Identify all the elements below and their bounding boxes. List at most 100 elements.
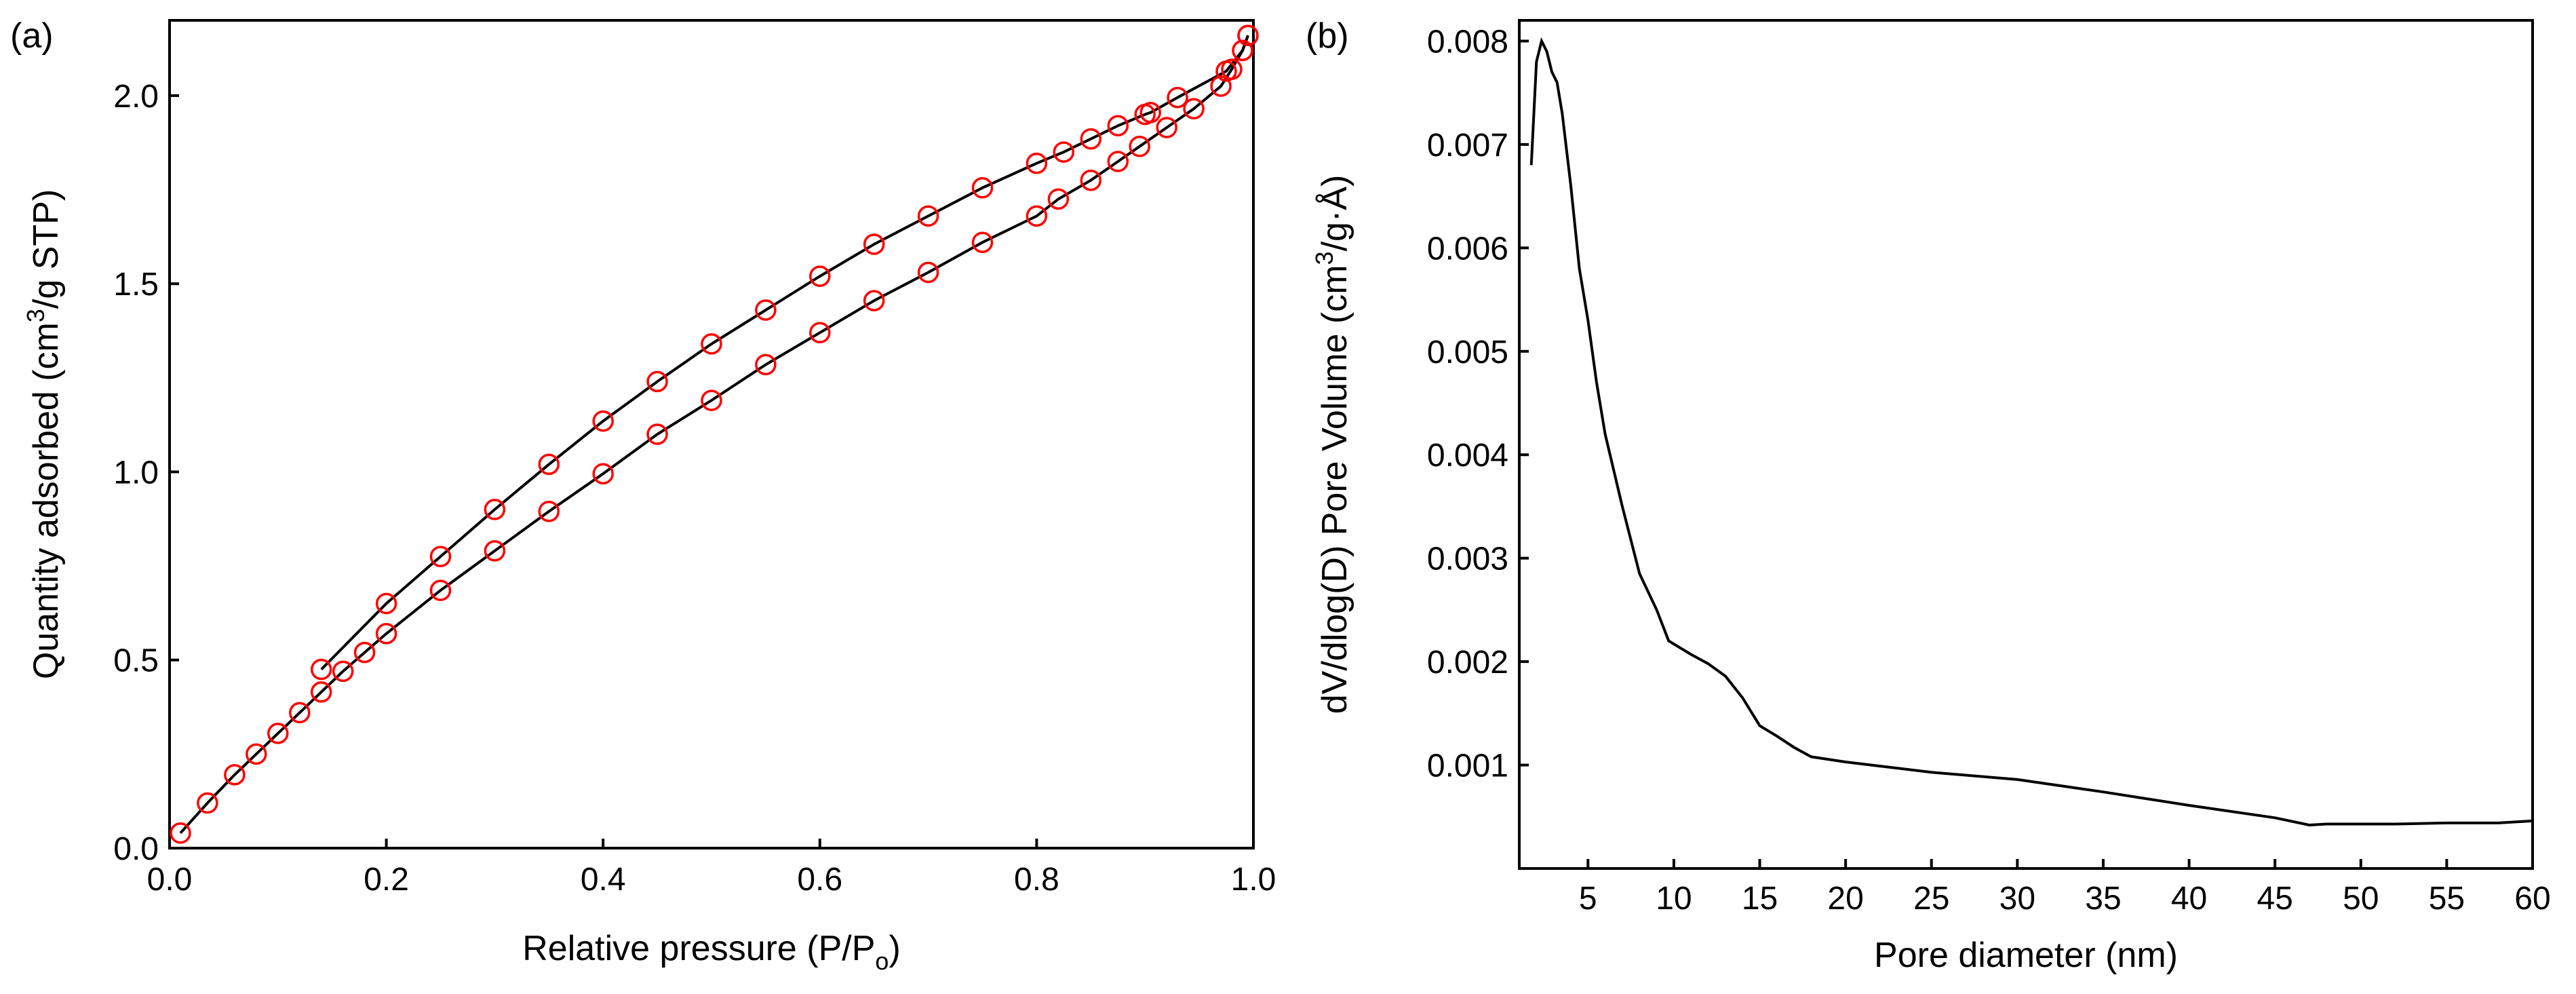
panel-a-adsorption-point — [701, 389, 722, 411]
panel-a-adsorption-point — [863, 290, 885, 311]
panel-a-adsorption-point — [267, 723, 289, 744]
panel-a-adsorption-point — [1156, 117, 1177, 138]
panel-b-x-tick-label: 45 — [2257, 881, 2292, 917]
panel-b-x-tick-label: 35 — [2085, 881, 2121, 917]
panel-a-desorption-point — [538, 453, 560, 476]
panel-a-desorption-point — [917, 205, 939, 227]
panel-a-y-axis-title: Quantity adsorbed (cm3/g STP) — [22, 189, 66, 679]
panel-b-y-tick-label: 0.003 — [1427, 541, 1508, 577]
panel-a-adsorption-point — [1107, 151, 1129, 172]
panel-b-y-axis-title: dV/dlog(D) Pore Volume (cm3/g·Å) — [1310, 175, 1354, 714]
panel-a-desorption-point — [592, 410, 614, 432]
panel-a-desorption-point — [484, 499, 506, 520]
panel-b-x-tick-label: 60 — [2514, 881, 2550, 917]
panel-a-x-tick-label: 0.4 — [581, 862, 626, 898]
panel-b-x-tick-label: 25 — [1913, 881, 1949, 917]
panel-b-y-axis-title-end: /g·Å) — [1315, 175, 1354, 252]
panel-a-x-tick-label: 0.8 — [1014, 862, 1059, 898]
panel-a-y-axis-title-sup: 3 — [22, 309, 50, 322]
panel-a-desorption-point — [1237, 24, 1259, 46]
panel-b-x-tick-label: 5 — [1579, 881, 1597, 917]
panel-b-x-tick-label: 50 — [2343, 881, 2379, 917]
panel-a-desorption-point — [1026, 152, 1048, 174]
panel-a-adsorption-point — [1129, 136, 1150, 157]
panel-a-adsorption-point — [1026, 205, 1048, 227]
panel-a-y-tick-label: 1.0 — [113, 455, 159, 491]
panel-b-y-axis-title-main: dV/dlog(D) Pore Volume (cm — [1315, 265, 1354, 714]
panel-b-y-tick-label: 0.002 — [1427, 645, 1508, 681]
panel-a-adsorption-point — [809, 322, 831, 344]
panel-a-adsorption-point — [1047, 188, 1070, 210]
panel-a-desorption-point — [701, 333, 722, 355]
panel-a-adsorption-point — [1183, 98, 1205, 120]
panel-a-adsorption-point — [755, 353, 777, 376]
panel-a-desorption-point — [1215, 60, 1237, 82]
panel-b-y-tick-label: 0.007 — [1427, 128, 1508, 164]
panel-a-adsorption-point — [592, 463, 614, 484]
panel-a-adsorption-point — [246, 743, 267, 765]
panel-a-desorption-point — [971, 177, 994, 199]
panel-a-adsorption-point — [917, 261, 939, 284]
panel-a-x-tick-label: 0.0 — [147, 862, 193, 898]
panel-a-desorption-point — [375, 592, 397, 615]
panel-b-x-tick-label: 20 — [1827, 881, 1863, 917]
panel-a-adsorption-point — [353, 641, 376, 664]
panel-b-x-tick-label: 10 — [1656, 881, 1692, 917]
panel-a-plot-frame — [168, 19, 1255, 849]
panel-a-adsorption-point — [310, 681, 332, 703]
panel-b-pore-distribution-line — [1529, 37, 2533, 827]
panel-a-adsorption-point — [429, 579, 452, 601]
panel-b-y-tick-label: 0.004 — [1427, 438, 1508, 474]
panel-b-x-axis-title: Pore diameter (nm) — [1874, 936, 2178, 975]
panel-a-desorption-point — [1053, 141, 1075, 163]
panel-a-adsorption-point — [538, 500, 560, 522]
panel-a-x-axis-title-main: Relative pressure (P/P — [522, 929, 875, 968]
panel-b-y-tick-label: 0.001 — [1427, 748, 1508, 784]
panel-a-x-tick-label: 0.2 — [364, 862, 409, 898]
panel-a-y-tick-label: 2.0 — [113, 79, 159, 115]
panel-a-desorption-point — [863, 233, 885, 255]
panel-a-desorption-point — [1134, 103, 1156, 126]
panel-b-label: (b) — [1306, 16, 1349, 56]
panel-a-adsorption-point — [170, 822, 191, 844]
panel-a-y-tick-label: 0.0 — [113, 831, 159, 867]
panel-a-desorption-point — [1232, 39, 1253, 62]
panel-a-adsorption-point — [332, 660, 354, 683]
panel-b-x-tick-label: 55 — [2429, 881, 2465, 917]
panel-b-y-tick-label: 0.006 — [1427, 231, 1508, 267]
panel-b-x-tick-label: 30 — [1999, 881, 2035, 917]
panel-a-y-tick-label: 0.5 — [113, 643, 159, 679]
panel-b-pore-size-distribution: 5 10 15 20 25 30 35 40 45 50 55 60 0.001 0.002 0.003 0.… — [1306, 16, 2551, 975]
panel-b-y-tick-label: 0.008 — [1427, 24, 1508, 60]
panel-a-desorption-point — [809, 265, 831, 287]
panel-b-y-axis-title-sup: 3 — [1310, 251, 1338, 265]
panel-a-adsorption-point — [289, 702, 311, 724]
panel-a-x-axis-title: Relative pressure (P/Po) — [522, 929, 901, 975]
panel-a-desorption-point — [1167, 86, 1188, 109]
panel-a-adsorption-point — [375, 623, 397, 645]
panel-a-adsorption-point — [646, 423, 668, 445]
panel-a-adsorption-line — [179, 35, 1249, 835]
panel-a-desorption-point — [310, 658, 332, 681]
panel-a-x-axis-title-end: ) — [889, 929, 900, 968]
panel-a-adsorption-isotherm: 0.0 0.2 0.4 0.6 0.8 1.0 0.0 0.5 1.0 1.5 2.0 Relativ… — [10, 16, 1276, 975]
panel-a-x-axis-title-sub: o — [875, 947, 889, 975]
panel-a-desorption-point — [1080, 128, 1102, 150]
panel-a-adsorption-point — [484, 540, 506, 562]
panel-a-adsorption-point — [971, 231, 994, 253]
panel-a-label: (a) — [10, 16, 54, 56]
panel-b-x-tick-label: 40 — [2171, 881, 2207, 917]
panel-a-desorption-point — [646, 370, 668, 393]
panel-a-y-axis-title-end: /g STP) — [26, 189, 66, 309]
panel-a-adsorption-point — [1080, 169, 1102, 191]
panel-a-adsorption-point — [224, 764, 246, 786]
panel-a-desorption-point — [755, 299, 777, 321]
panel-b-x-tick-label: 15 — [1742, 881, 1778, 917]
panel-a-x-tick-label: 1.0 — [1231, 862, 1276, 898]
panel-a-y-axis-title-main: Quantity adsorbed (cm — [26, 322, 66, 679]
panel-a-desorption-point — [1107, 115, 1129, 137]
panel-a-adsorption-point — [197, 792, 218, 814]
panel-a-y-tick-label: 1.5 — [113, 267, 159, 303]
panel-a-x-tick-label: 0.6 — [797, 862, 842, 898]
